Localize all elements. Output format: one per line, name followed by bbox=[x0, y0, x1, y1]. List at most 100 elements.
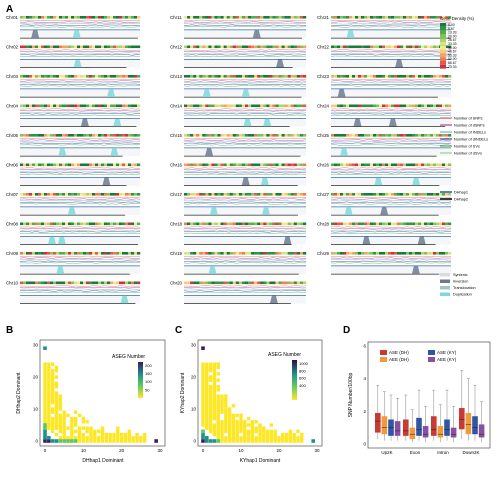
heatmap-cell bbox=[54, 397, 59, 402]
variant-track-line bbox=[19, 257, 141, 259]
gene-density-segment bbox=[379, 134, 383, 137]
gene-density-segment bbox=[364, 163, 368, 167]
gene-density-segment bbox=[220, 16, 224, 19]
gene-density-segment bbox=[44, 193, 48, 196]
variant-track-line bbox=[183, 172, 307, 174]
gene-density-segment bbox=[47, 222, 51, 226]
gene-density-segment bbox=[50, 45, 54, 49]
gene-density-segment bbox=[296, 75, 301, 78]
gene-density-segment bbox=[193, 75, 197, 78]
gene-density-segment bbox=[376, 75, 380, 78]
gene-density-segment bbox=[427, 45, 431, 49]
gene-density-segment bbox=[436, 252, 440, 255]
gene-density-segment bbox=[361, 222, 365, 226]
variant-track-line bbox=[183, 142, 307, 144]
gene-density-segment bbox=[122, 16, 126, 19]
gene-density-segment bbox=[214, 281, 218, 285]
gene-density-segment bbox=[266, 134, 270, 137]
gene-density-segment bbox=[412, 104, 416, 108]
variant-track-line bbox=[19, 55, 141, 58]
gene-density-segment bbox=[400, 163, 404, 167]
variant-track-line bbox=[19, 85, 141, 87]
gene-density-segment bbox=[26, 222, 30, 226]
gene-density-segment bbox=[208, 163, 212, 167]
gene-density-segment bbox=[205, 45, 209, 49]
sv-legend-swatch bbox=[440, 273, 450, 277]
gene-density-segment bbox=[302, 193, 307, 196]
gene-density-segment bbox=[248, 222, 252, 226]
gene-density-segment bbox=[38, 75, 42, 78]
heatmap-cell bbox=[224, 404, 228, 408]
gene-density-segment bbox=[373, 134, 377, 137]
gene-density-segment bbox=[205, 222, 209, 226]
gene-density-segment bbox=[71, 16, 75, 19]
gene-density-segment bbox=[208, 104, 212, 108]
gene-density-segment bbox=[199, 75, 203, 78]
gene-density-segment bbox=[134, 163, 138, 167]
track-legend-label: Number of SNPs bbox=[454, 117, 483, 121]
heatmap-cell bbox=[201, 394, 205, 398]
gene-density-segment bbox=[367, 222, 371, 226]
track-legend-label: Number of dINDELs bbox=[454, 138, 488, 142]
gene-density-segment bbox=[269, 281, 273, 285]
gene-density-segment bbox=[116, 16, 120, 19]
heatmap-cell bbox=[205, 368, 209, 373]
variant-track-line bbox=[330, 227, 452, 230]
gene-density-segment bbox=[205, 281, 209, 285]
heatmap-cell bbox=[239, 416, 243, 421]
gene-density-segment bbox=[388, 222, 392, 226]
gene-density-segment bbox=[125, 281, 129, 285]
gene-density-segment bbox=[137, 163, 141, 167]
gene-density-segment bbox=[187, 193, 191, 196]
heatmap-cell bbox=[224, 420, 228, 424]
heatmap-cell bbox=[93, 429, 97, 434]
gene-density-segment bbox=[68, 163, 72, 167]
gene-density-segment bbox=[406, 45, 410, 49]
gene-density-segment bbox=[44, 163, 48, 167]
heatmap-cell bbox=[235, 423, 239, 427]
heatmap-cell bbox=[243, 436, 247, 440]
gene-density-segment bbox=[205, 252, 209, 255]
heatmap-cell bbox=[93, 432, 97, 437]
heatmap-cell bbox=[216, 416, 220, 421]
synteny-block bbox=[184, 236, 306, 245]
heatmap-cell bbox=[201, 429, 205, 434]
gene-density-segment bbox=[238, 222, 243, 226]
gene-density-segment bbox=[41, 75, 45, 78]
gene-density-segment bbox=[32, 104, 36, 108]
variant-track-line bbox=[19, 80, 141, 82]
gene-density-segment bbox=[299, 163, 304, 167]
heatmap-cell bbox=[116, 429, 120, 434]
chromosome-track: Chr22 bbox=[317, 45, 452, 68]
gene-density-segment bbox=[248, 281, 252, 285]
gene-density-segment bbox=[35, 16, 39, 19]
gene-density-segment bbox=[269, 104, 273, 108]
gene-density-segment bbox=[445, 104, 449, 108]
gene-density-segment bbox=[59, 252, 63, 255]
chromosome-track: Chr29 bbox=[317, 251, 452, 275]
variant-track-line bbox=[19, 232, 141, 235]
sv-link bbox=[73, 59, 82, 68]
gene-density-segment bbox=[98, 75, 102, 78]
gene-density-segment bbox=[110, 45, 114, 49]
gene-density-segment bbox=[430, 222, 434, 226]
heatmap-cell bbox=[250, 436, 255, 440]
variant-track-line bbox=[183, 52, 307, 54]
variant-track-line bbox=[183, 291, 307, 293]
heatmap-cell bbox=[208, 368, 213, 373]
gene-density-segment bbox=[400, 252, 404, 255]
gene-density-segment bbox=[86, 163, 90, 167]
gene-density-segment bbox=[190, 75, 194, 78]
variant-track-line bbox=[183, 203, 307, 205]
gene-density-segment bbox=[238, 16, 243, 19]
gene-density-segment bbox=[293, 45, 298, 49]
heatmap-cell bbox=[104, 432, 109, 437]
gene-density-segment bbox=[23, 104, 27, 108]
heatmap-cell bbox=[201, 368, 205, 373]
gene-density-segment bbox=[349, 222, 353, 226]
heatmap-cell bbox=[205, 388, 209, 392]
gene-density-segment bbox=[361, 163, 365, 167]
heatmap-cell bbox=[77, 429, 82, 434]
heatmap-cell bbox=[212, 378, 217, 382]
variant-track-line bbox=[330, 173, 452, 176]
